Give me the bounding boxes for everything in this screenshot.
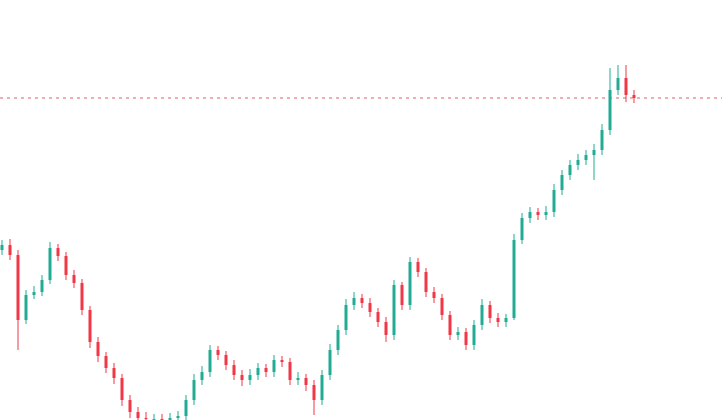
candle-body bbox=[256, 368, 260, 375]
candle-body bbox=[360, 298, 364, 303]
candle-body bbox=[336, 330, 340, 350]
candle-body bbox=[104, 356, 108, 368]
candle-body bbox=[200, 372, 204, 380]
candle-body bbox=[440, 298, 444, 315]
candle-body bbox=[448, 315, 452, 335]
candle-body bbox=[472, 325, 476, 345]
candle-body bbox=[488, 305, 492, 318]
candle-body bbox=[416, 262, 420, 272]
candle-body bbox=[112, 368, 116, 378]
candle-body bbox=[224, 355, 228, 365]
candle-body bbox=[384, 322, 388, 335]
candle-body bbox=[192, 380, 196, 400]
candle-body bbox=[304, 378, 308, 385]
candle-body bbox=[480, 305, 484, 325]
candle-body bbox=[40, 280, 44, 292]
candle-body bbox=[176, 416, 180, 418]
candle-body bbox=[392, 285, 396, 335]
candle-body bbox=[352, 298, 356, 305]
candle-body bbox=[432, 292, 436, 298]
candle-body bbox=[248, 375, 252, 380]
candle-body bbox=[576, 160, 580, 165]
candle-body bbox=[32, 292, 36, 295]
candle-body bbox=[8, 245, 12, 255]
candle-body bbox=[408, 262, 412, 305]
candle-body bbox=[240, 375, 244, 380]
candle-body bbox=[616, 78, 620, 90]
candle-body bbox=[600, 130, 604, 150]
candle-body bbox=[320, 375, 324, 400]
candle-body bbox=[376, 312, 380, 322]
candle-body bbox=[552, 190, 556, 212]
candle-body bbox=[64, 256, 68, 275]
candle-body bbox=[536, 212, 540, 215]
candle-body bbox=[96, 342, 100, 356]
candle-body bbox=[144, 418, 148, 419]
candle-body bbox=[296, 378, 300, 380]
candle-body bbox=[232, 365, 236, 375]
candle-body bbox=[608, 90, 612, 130]
candle-body bbox=[0, 245, 4, 250]
candle-body bbox=[272, 360, 276, 372]
candle-body bbox=[520, 218, 524, 240]
candle-body bbox=[16, 255, 20, 320]
candle-body bbox=[208, 350, 212, 372]
candle-body bbox=[560, 175, 564, 190]
candle-body bbox=[632, 95, 636, 98]
candle-body bbox=[136, 412, 140, 418]
candle-body bbox=[592, 150, 596, 155]
candle-body bbox=[72, 275, 76, 283]
candle-body bbox=[328, 350, 332, 375]
candle-body bbox=[584, 155, 588, 160]
candle-body bbox=[80, 283, 84, 310]
candle-body bbox=[504, 318, 508, 322]
candle-body bbox=[424, 272, 428, 292]
candle-body bbox=[456, 332, 460, 335]
candle-body bbox=[312, 385, 316, 400]
candle-body bbox=[264, 368, 268, 372]
candle-body bbox=[88, 310, 92, 342]
candle-body bbox=[168, 418, 172, 420]
candle-body bbox=[120, 378, 124, 400]
candle-body bbox=[216, 350, 220, 355]
candle-body bbox=[128, 400, 132, 412]
candle-body bbox=[288, 362, 292, 380]
candle-body bbox=[496, 318, 500, 322]
candle-body bbox=[24, 295, 28, 320]
candle-body bbox=[528, 212, 532, 218]
candle-body bbox=[56, 248, 60, 256]
candle-body bbox=[400, 285, 404, 305]
candle-body bbox=[280, 360, 284, 362]
candle-body bbox=[464, 332, 468, 345]
candle-body bbox=[512, 240, 516, 318]
candle-body bbox=[368, 303, 372, 312]
candle-body bbox=[48, 248, 52, 280]
candle-body bbox=[544, 212, 548, 215]
candle-body bbox=[568, 165, 572, 175]
candle-body bbox=[184, 400, 188, 416]
candle-body bbox=[344, 305, 348, 330]
candle-body bbox=[624, 78, 628, 95]
